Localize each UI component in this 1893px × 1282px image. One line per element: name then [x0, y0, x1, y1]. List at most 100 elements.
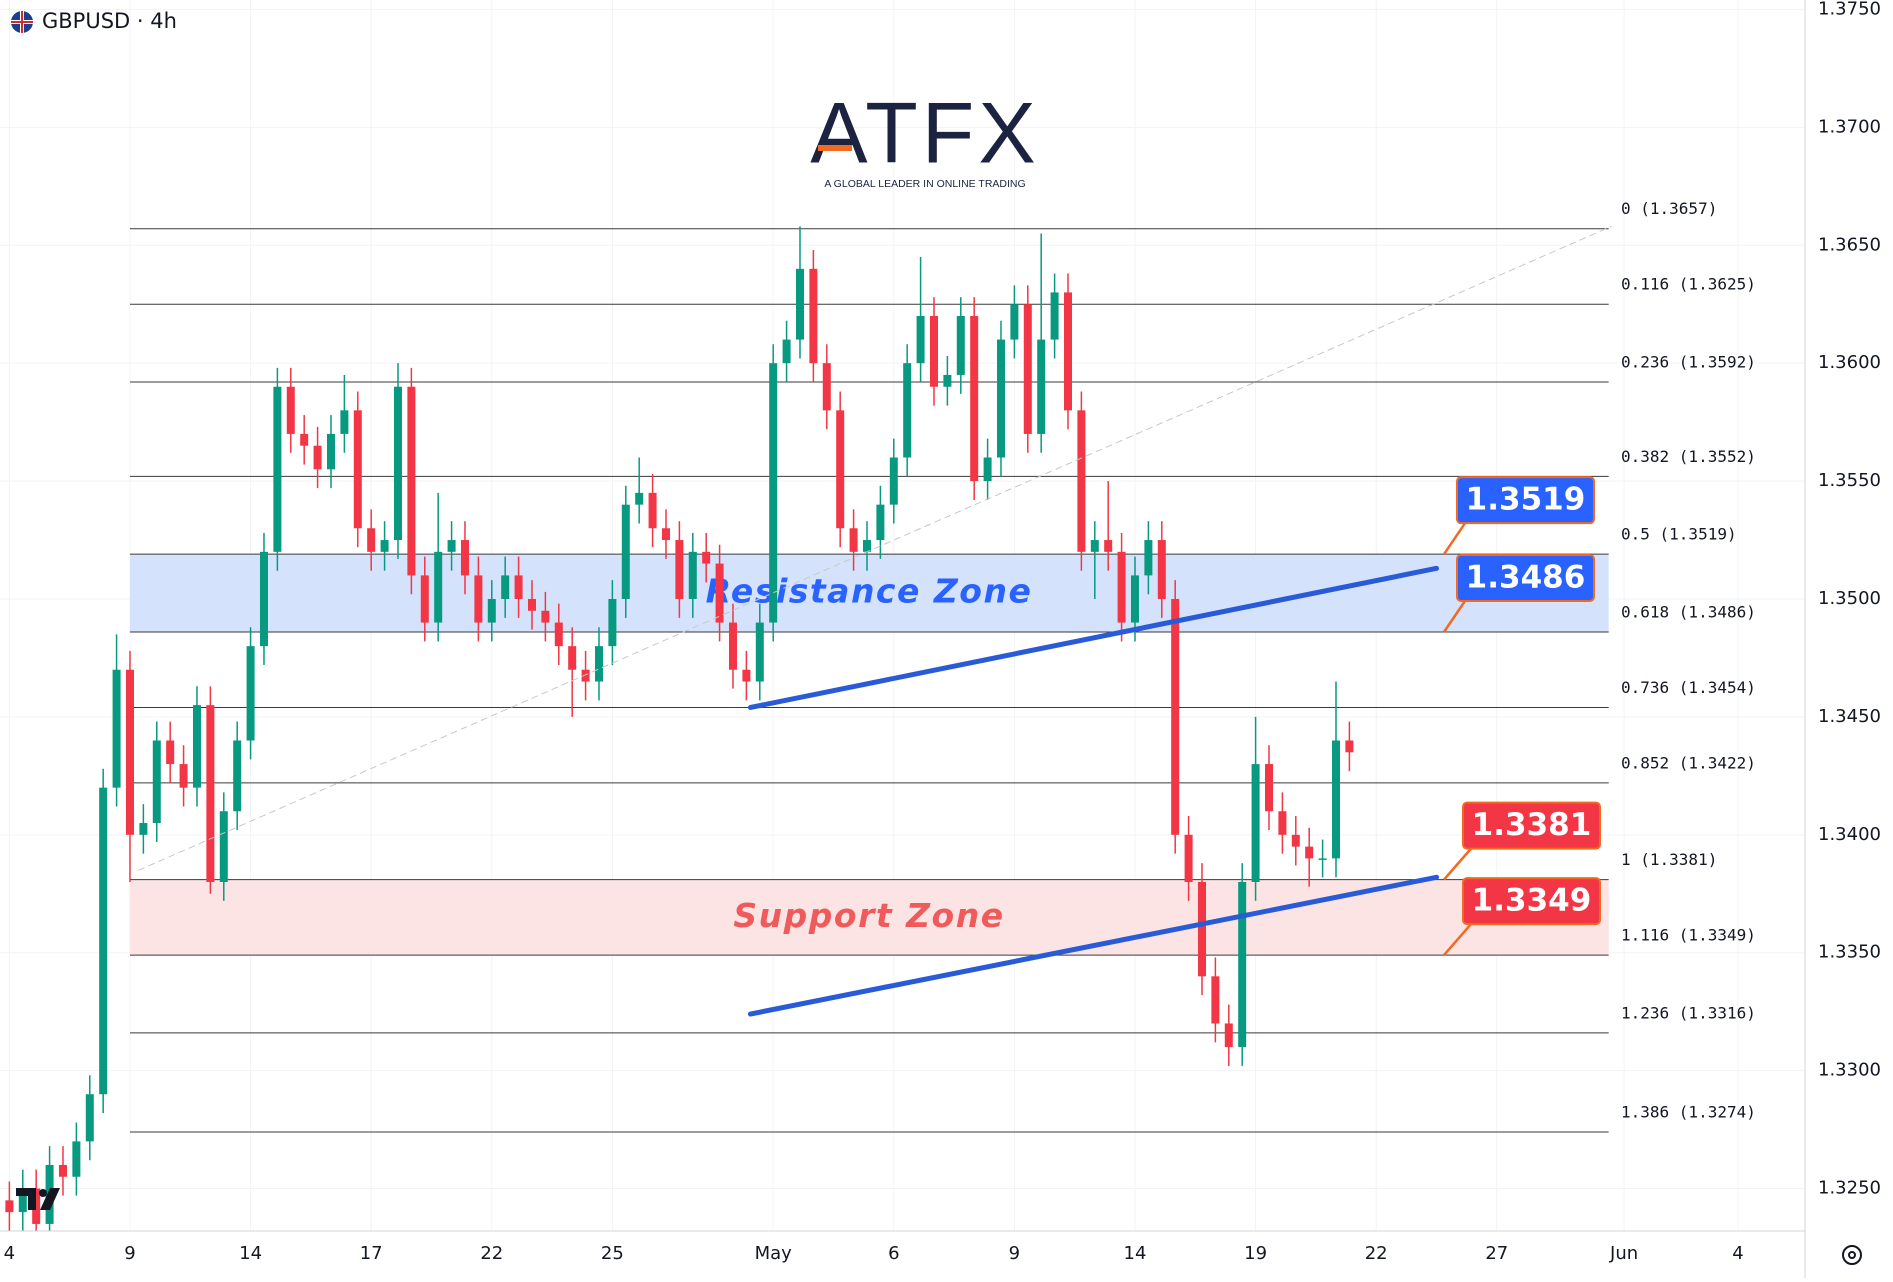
candle-body	[18, 1188, 27, 1213]
candle-body	[1010, 304, 1019, 340]
candle-body	[420, 575, 429, 623]
logo-title: ATFX	[810, 86, 1039, 182]
gear-hub[interactable]	[1848, 1251, 1856, 1259]
candle-body	[246, 646, 255, 741]
candle-body	[594, 646, 603, 682]
fib-label: 0.736 (1.3454)	[1621, 678, 1756, 697]
zone	[129, 554, 1609, 633]
candle-body	[929, 316, 938, 387]
x-tick-label: 14	[1124, 1243, 1147, 1264]
x-tick-label: 22	[1365, 1243, 1388, 1264]
candle-body	[152, 740, 161, 824]
price-badge-label: 1.3519	[1466, 482, 1586, 518]
x-tick-label: 9	[1009, 1243, 1020, 1264]
fib-label: 0.5 (1.3519)	[1621, 525, 1737, 544]
candle-body	[166, 740, 175, 765]
candle-body	[233, 740, 242, 812]
candle-body	[99, 787, 108, 1095]
badge-pointer	[1442, 522, 1467, 555]
candle-body	[675, 540, 684, 599]
candle-body	[916, 316, 925, 364]
candle-body	[313, 445, 322, 470]
candle-body	[393, 386, 402, 541]
x-tick-label: 25	[601, 1243, 624, 1264]
candle-body	[1238, 881, 1247, 1048]
candle-body	[125, 669, 134, 835]
candle-body	[1278, 811, 1287, 835]
candle-body	[460, 540, 469, 576]
candle-body	[1305, 846, 1314, 859]
gear-ring[interactable]	[1842, 1245, 1862, 1265]
symbol-title: GBPUSD · 4h	[42, 9, 177, 33]
x-tick-label: 19	[1244, 1243, 1267, 1264]
candle-body	[889, 457, 898, 505]
y-tick-label: 1.3300	[1818, 1060, 1881, 1081]
candle-body	[822, 363, 831, 411]
fib-label: 1.386 (1.3274)	[1621, 1102, 1756, 1121]
candle-body	[983, 457, 992, 482]
zone-label: Resistance Zone	[706, 572, 1033, 611]
trend-lines	[138, 225, 1612, 1017]
candle-body	[862, 540, 871, 552]
fib-label: 1 (1.3381)	[1621, 850, 1717, 869]
candle-body	[702, 551, 711, 564]
candle-body	[72, 1141, 81, 1177]
candle-body	[1211, 976, 1220, 1024]
candle-body	[273, 386, 282, 552]
candle-body	[206, 705, 215, 882]
x-tick-label: Jun	[1609, 1243, 1638, 1264]
candle-body	[568, 646, 577, 670]
candle-body	[326, 433, 335, 470]
candle-body	[434, 551, 443, 623]
tv-logo-part	[16, 1188, 36, 1210]
candle-body	[996, 339, 1005, 458]
candle-body	[809, 268, 818, 364]
fib-label: 0.852 (1.3422)	[1621, 753, 1756, 772]
x-tick-label: May	[755, 1243, 793, 1264]
y-tick-label: 1.3500	[1818, 588, 1881, 609]
candle-body	[943, 374, 952, 387]
candle-body	[300, 433, 309, 446]
fib-label: 0 (1.3657)	[1621, 199, 1717, 218]
candle-body	[769, 363, 778, 623]
zones: Resistance Zone Support Zone	[129, 554, 1609, 956]
zone-label: Support Zone	[733, 896, 1004, 935]
price-badge-label: 1.3349	[1472, 883, 1592, 919]
price-badge-label: 1.3486	[1466, 560, 1586, 596]
y-tick-label: 1.3600	[1818, 352, 1881, 373]
candle-body	[447, 540, 456, 552]
candle-body	[581, 669, 590, 682]
candle-body	[5, 1200, 14, 1213]
candle-body	[1104, 540, 1113, 552]
candle-body	[782, 339, 791, 364]
candle-body	[715, 563, 724, 623]
settings-icon[interactable]	[1842, 1245, 1862, 1265]
candle-body	[661, 528, 670, 541]
candle-body	[1264, 764, 1273, 812]
logo-tagline: A GLOBAL LEADER IN ONLINE TRADING	[824, 178, 1025, 190]
x-tick-label: 27	[1485, 1243, 1508, 1264]
fib-label: 0.236 (1.3592)	[1621, 353, 1756, 372]
candle-body	[1331, 740, 1340, 859]
axes: 1.3250 1.3300 1.3350 1.3400 1.3450 1.3500 1.35…	[4, 0, 1881, 1264]
atfx-logo: ATFX A GLOBAL LEADER IN ONLINE TRADING	[810, 86, 1039, 190]
candle-body	[487, 598, 496, 623]
price-badge	[1462, 877, 1601, 926]
candle-body	[380, 540, 389, 552]
candle-body	[903, 363, 912, 458]
trend-line	[747, 874, 1439, 1017]
price-badge	[1462, 801, 1601, 850]
trend-line	[747, 565, 1439, 710]
candle-body	[85, 1094, 94, 1142]
candle-body	[1077, 410, 1086, 552]
candle-body	[541, 610, 550, 623]
price-badges: 1.3519 1.3486 1.3381 1.3349	[1442, 476, 1601, 956]
candle-body	[501, 575, 510, 599]
candle-body	[608, 598, 617, 647]
candle-body	[179, 764, 188, 788]
badge-pointer	[1443, 923, 1472, 956]
candle-body	[367, 528, 376, 552]
candle-body	[407, 386, 416, 576]
candle-body	[836, 410, 845, 529]
candle-body	[1318, 858, 1327, 860]
